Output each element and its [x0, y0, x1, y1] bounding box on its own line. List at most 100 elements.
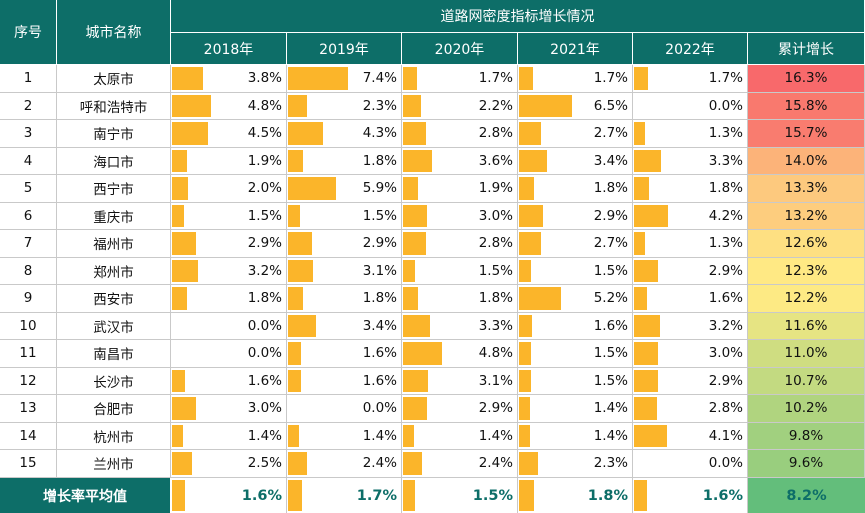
- data-bar: [634, 424, 668, 447]
- data-bar: [403, 314, 430, 337]
- footer-avg-cell: 1.6%: [633, 478, 748, 513]
- cell-value: 3.6%: [478, 152, 513, 169]
- footer-avg-cell: 1.6%: [171, 478, 287, 513]
- cell-value: 1.5%: [593, 372, 628, 389]
- header-year-4: 2022年: [633, 33, 748, 65]
- table-cell: 2.8%: [402, 230, 518, 258]
- data-bar: [403, 149, 433, 172]
- table-cell: 3.2%: [171, 257, 287, 285]
- data-bar: [288, 149, 303, 172]
- cell-value: 4.1%: [708, 427, 743, 444]
- data-bar: [634, 480, 647, 511]
- data-bar: [634, 204, 669, 227]
- data-bar: [288, 259, 314, 282]
- data-bar: [288, 204, 301, 227]
- data-bar: [172, 480, 185, 511]
- data-bar: [519, 232, 541, 255]
- data-bar: [403, 67, 417, 90]
- row-cumulative: 15.8%: [748, 92, 865, 120]
- cell-value: 0.0%: [247, 345, 282, 362]
- table-cell: 0.0%: [287, 395, 402, 423]
- data-bar: [172, 424, 184, 447]
- table-cell: 1.4%: [402, 422, 518, 450]
- table-cell: 3.0%: [633, 340, 748, 368]
- data-bar: [519, 397, 531, 420]
- cell-value: 6.5%: [593, 97, 628, 114]
- cell-value: 2.9%: [362, 235, 397, 252]
- cell-value: 1.6%: [247, 372, 282, 389]
- cell-value: 1.8%: [478, 290, 513, 307]
- data-bar: [519, 67, 533, 90]
- header-group-title: 道路网密度指标增长情况: [171, 0, 865, 33]
- data-bar: [519, 480, 534, 511]
- cell-value: 1.4%: [593, 400, 628, 417]
- cell-value: 2.9%: [593, 207, 628, 224]
- row-cumulative: 12.3%: [748, 257, 865, 285]
- row-seq: 10: [0, 312, 57, 340]
- cell-value: 0.0%: [708, 455, 743, 472]
- cell-value: 3.0%: [708, 345, 743, 362]
- cell-value: 2.9%: [708, 262, 743, 279]
- cell-value: 1.7%: [708, 70, 743, 87]
- cell-value: 3.0%: [247, 400, 282, 417]
- data-bar: [288, 177, 336, 200]
- data-bar: [403, 177, 419, 200]
- data-bar: [519, 94, 572, 117]
- row-seq: 7: [0, 230, 57, 258]
- table-cell: 1.8%: [402, 285, 518, 313]
- table-cell: 1.4%: [287, 422, 402, 450]
- table-cell: 2.8%: [633, 395, 748, 423]
- footer-avg-value: 1.6%: [241, 487, 282, 504]
- row-seq: 1: [0, 65, 57, 93]
- cell-value: 4.8%: [478, 345, 513, 362]
- row-seq: 15: [0, 450, 57, 478]
- cell-value: 3.2%: [708, 317, 743, 334]
- table-cell: 4.2%: [633, 202, 748, 230]
- row-city: 兰州市: [57, 450, 171, 478]
- row-seq: 3: [0, 120, 57, 148]
- data-bar: [288, 122, 323, 145]
- table-cell: 1.9%: [402, 175, 518, 203]
- row-city: 福州市: [57, 230, 171, 258]
- table-cell: 1.6%: [633, 285, 748, 313]
- data-bar: [519, 314, 532, 337]
- table-cell: 3.2%: [633, 312, 748, 340]
- data-bar: [172, 259, 198, 282]
- table-cell: 0.0%: [633, 450, 748, 478]
- cell-value: 1.5%: [593, 262, 628, 279]
- table-cell: 2.2%: [402, 92, 518, 120]
- cell-value: 1.8%: [247, 290, 282, 307]
- row-cumulative: 9.8%: [748, 422, 865, 450]
- cell-value: 2.2%: [478, 97, 513, 114]
- row-seq: 11: [0, 340, 57, 368]
- cell-value: 2.8%: [708, 400, 743, 417]
- table-cell: 2.0%: [171, 175, 287, 203]
- table-cell: 1.7%: [402, 65, 518, 93]
- data-bar: [519, 149, 547, 172]
- data-bar: [172, 287, 187, 310]
- table-cell: 3.8%: [171, 65, 287, 93]
- table-cell: 2.4%: [402, 450, 518, 478]
- table-cell: 4.8%: [171, 92, 287, 120]
- table-cell: 2.9%: [518, 202, 633, 230]
- table-cell: 1.5%: [518, 340, 633, 368]
- table-cell: 2.7%: [518, 120, 633, 148]
- table-cell: 1.6%: [287, 367, 402, 395]
- cell-value: 1.3%: [708, 125, 743, 142]
- cell-value: 0.0%: [362, 400, 397, 417]
- cell-value: 2.4%: [362, 455, 397, 472]
- row-city: 海口市: [57, 147, 171, 175]
- data-bar: [634, 67, 648, 90]
- footer-label: 增长率平均值: [0, 478, 171, 513]
- cell-value: 1.8%: [593, 180, 628, 197]
- row-city: 呼和浩特市: [57, 92, 171, 120]
- row-cumulative: 14.0%: [748, 147, 865, 175]
- row-cumulative: 11.6%: [748, 312, 865, 340]
- table-cell: 3.3%: [402, 312, 518, 340]
- row-seq: 12: [0, 367, 57, 395]
- data-bar: [288, 287, 303, 310]
- table-cell: 3.3%: [633, 147, 748, 175]
- cell-value: 1.4%: [593, 427, 628, 444]
- data-bar: [172, 369, 185, 392]
